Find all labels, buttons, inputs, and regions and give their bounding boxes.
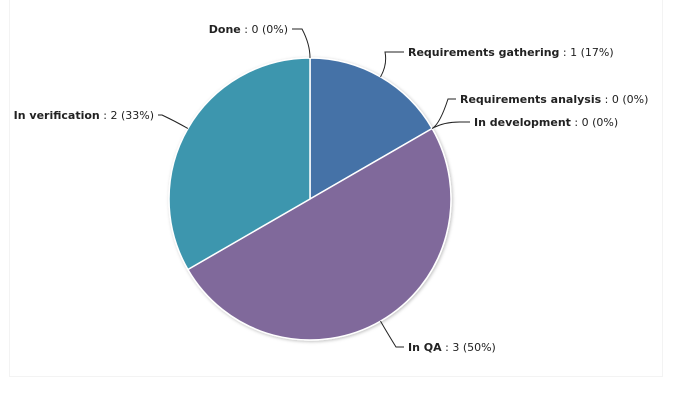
data-label-in-verification: In verification : 2 (33%) [14,109,154,122]
data-label-value: : 0 (0%) [571,116,618,129]
data-label-value: : 0 (0%) [241,23,288,36]
data-label-in-qa: In QA : 3 (50%) [408,341,496,354]
data-label-name: Requirements analysis [460,93,602,106]
data-label-name: Requirements gathering [408,46,559,59]
data-label-requirements-gathering: Requirements gathering : 1 (17%) [408,46,614,59]
data-label-name: In development [474,116,571,129]
leader-line-in-verification [158,114,189,129]
leader-lines [158,28,470,348]
data-label-name: Done [209,23,241,36]
slice-labels: Requirements gathering : 1 (17%)Requirem… [14,23,649,354]
data-label-name: In verification [14,109,100,122]
data-label-requirements-analysis: Requirements analysis : 0 (0%) [460,93,648,106]
slice-in-verification[interactable] [168,57,311,271]
leader-line-in-development [431,121,470,129]
leader-line-in-qa [380,320,404,348]
data-label-value: : 2 (33%) [100,109,154,122]
data-label-in-development: In development : 0 (0%) [474,116,618,129]
data-label-name: In QA [408,341,442,354]
leader-line-requirements-gathering [380,51,404,78]
slice-in-qa[interactable] [186,127,452,341]
leader-line-done [292,28,311,59]
data-label-value: : 3 (50%) [442,341,496,354]
data-label-value: : 0 (0%) [601,93,648,106]
pie-slices [168,57,452,341]
slice-requirements-gathering[interactable] [309,57,434,201]
data-label-done: Done : 0 (0%) [209,23,288,36]
data-label-value: : 1 (17%) [559,46,613,59]
